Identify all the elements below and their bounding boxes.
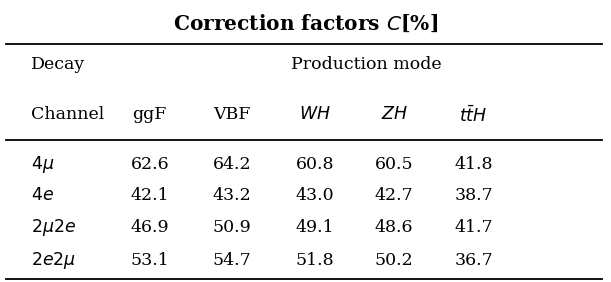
Text: 38.7: 38.7: [454, 188, 493, 204]
Text: Production mode: Production mode: [291, 56, 442, 73]
Text: 50.2: 50.2: [375, 252, 414, 268]
Text: 48.6: 48.6: [375, 219, 414, 235]
Text: $4e$: $4e$: [31, 188, 54, 204]
Text: Decay: Decay: [31, 56, 85, 73]
Text: 53.1: 53.1: [130, 252, 169, 268]
Text: 60.5: 60.5: [375, 157, 414, 173]
Text: 43.2: 43.2: [213, 188, 252, 204]
Text: VBF: VBF: [213, 106, 251, 123]
Text: 50.9: 50.9: [213, 219, 252, 235]
Text: 62.6: 62.6: [130, 157, 169, 173]
Text: 49.1: 49.1: [295, 219, 334, 235]
Text: $4\mu$: $4\mu$: [31, 155, 54, 175]
Text: 51.8: 51.8: [295, 252, 334, 268]
Text: $2e2\mu$: $2e2\mu$: [31, 250, 76, 270]
Text: 43.0: 43.0: [295, 188, 334, 204]
Text: 41.7: 41.7: [454, 219, 493, 235]
Text: Correction factors $C$[%]: Correction factors $C$[%]: [173, 13, 438, 34]
Text: $ZH$: $ZH$: [381, 106, 408, 123]
Text: 42.7: 42.7: [375, 188, 414, 204]
Text: 46.9: 46.9: [130, 219, 169, 235]
Text: Channel: Channel: [31, 106, 104, 123]
Text: 60.8: 60.8: [295, 157, 334, 173]
Text: $WH$: $WH$: [299, 106, 331, 123]
Text: 36.7: 36.7: [454, 252, 493, 268]
Text: 42.1: 42.1: [130, 188, 169, 204]
Text: 41.8: 41.8: [454, 157, 493, 173]
Text: 54.7: 54.7: [213, 252, 252, 268]
Text: 64.2: 64.2: [213, 157, 252, 173]
Text: $t\bar{t}H$: $t\bar{t}H$: [459, 106, 488, 126]
Text: $2\mu2e$: $2\mu2e$: [31, 217, 76, 237]
Text: ggF: ggF: [133, 106, 167, 123]
